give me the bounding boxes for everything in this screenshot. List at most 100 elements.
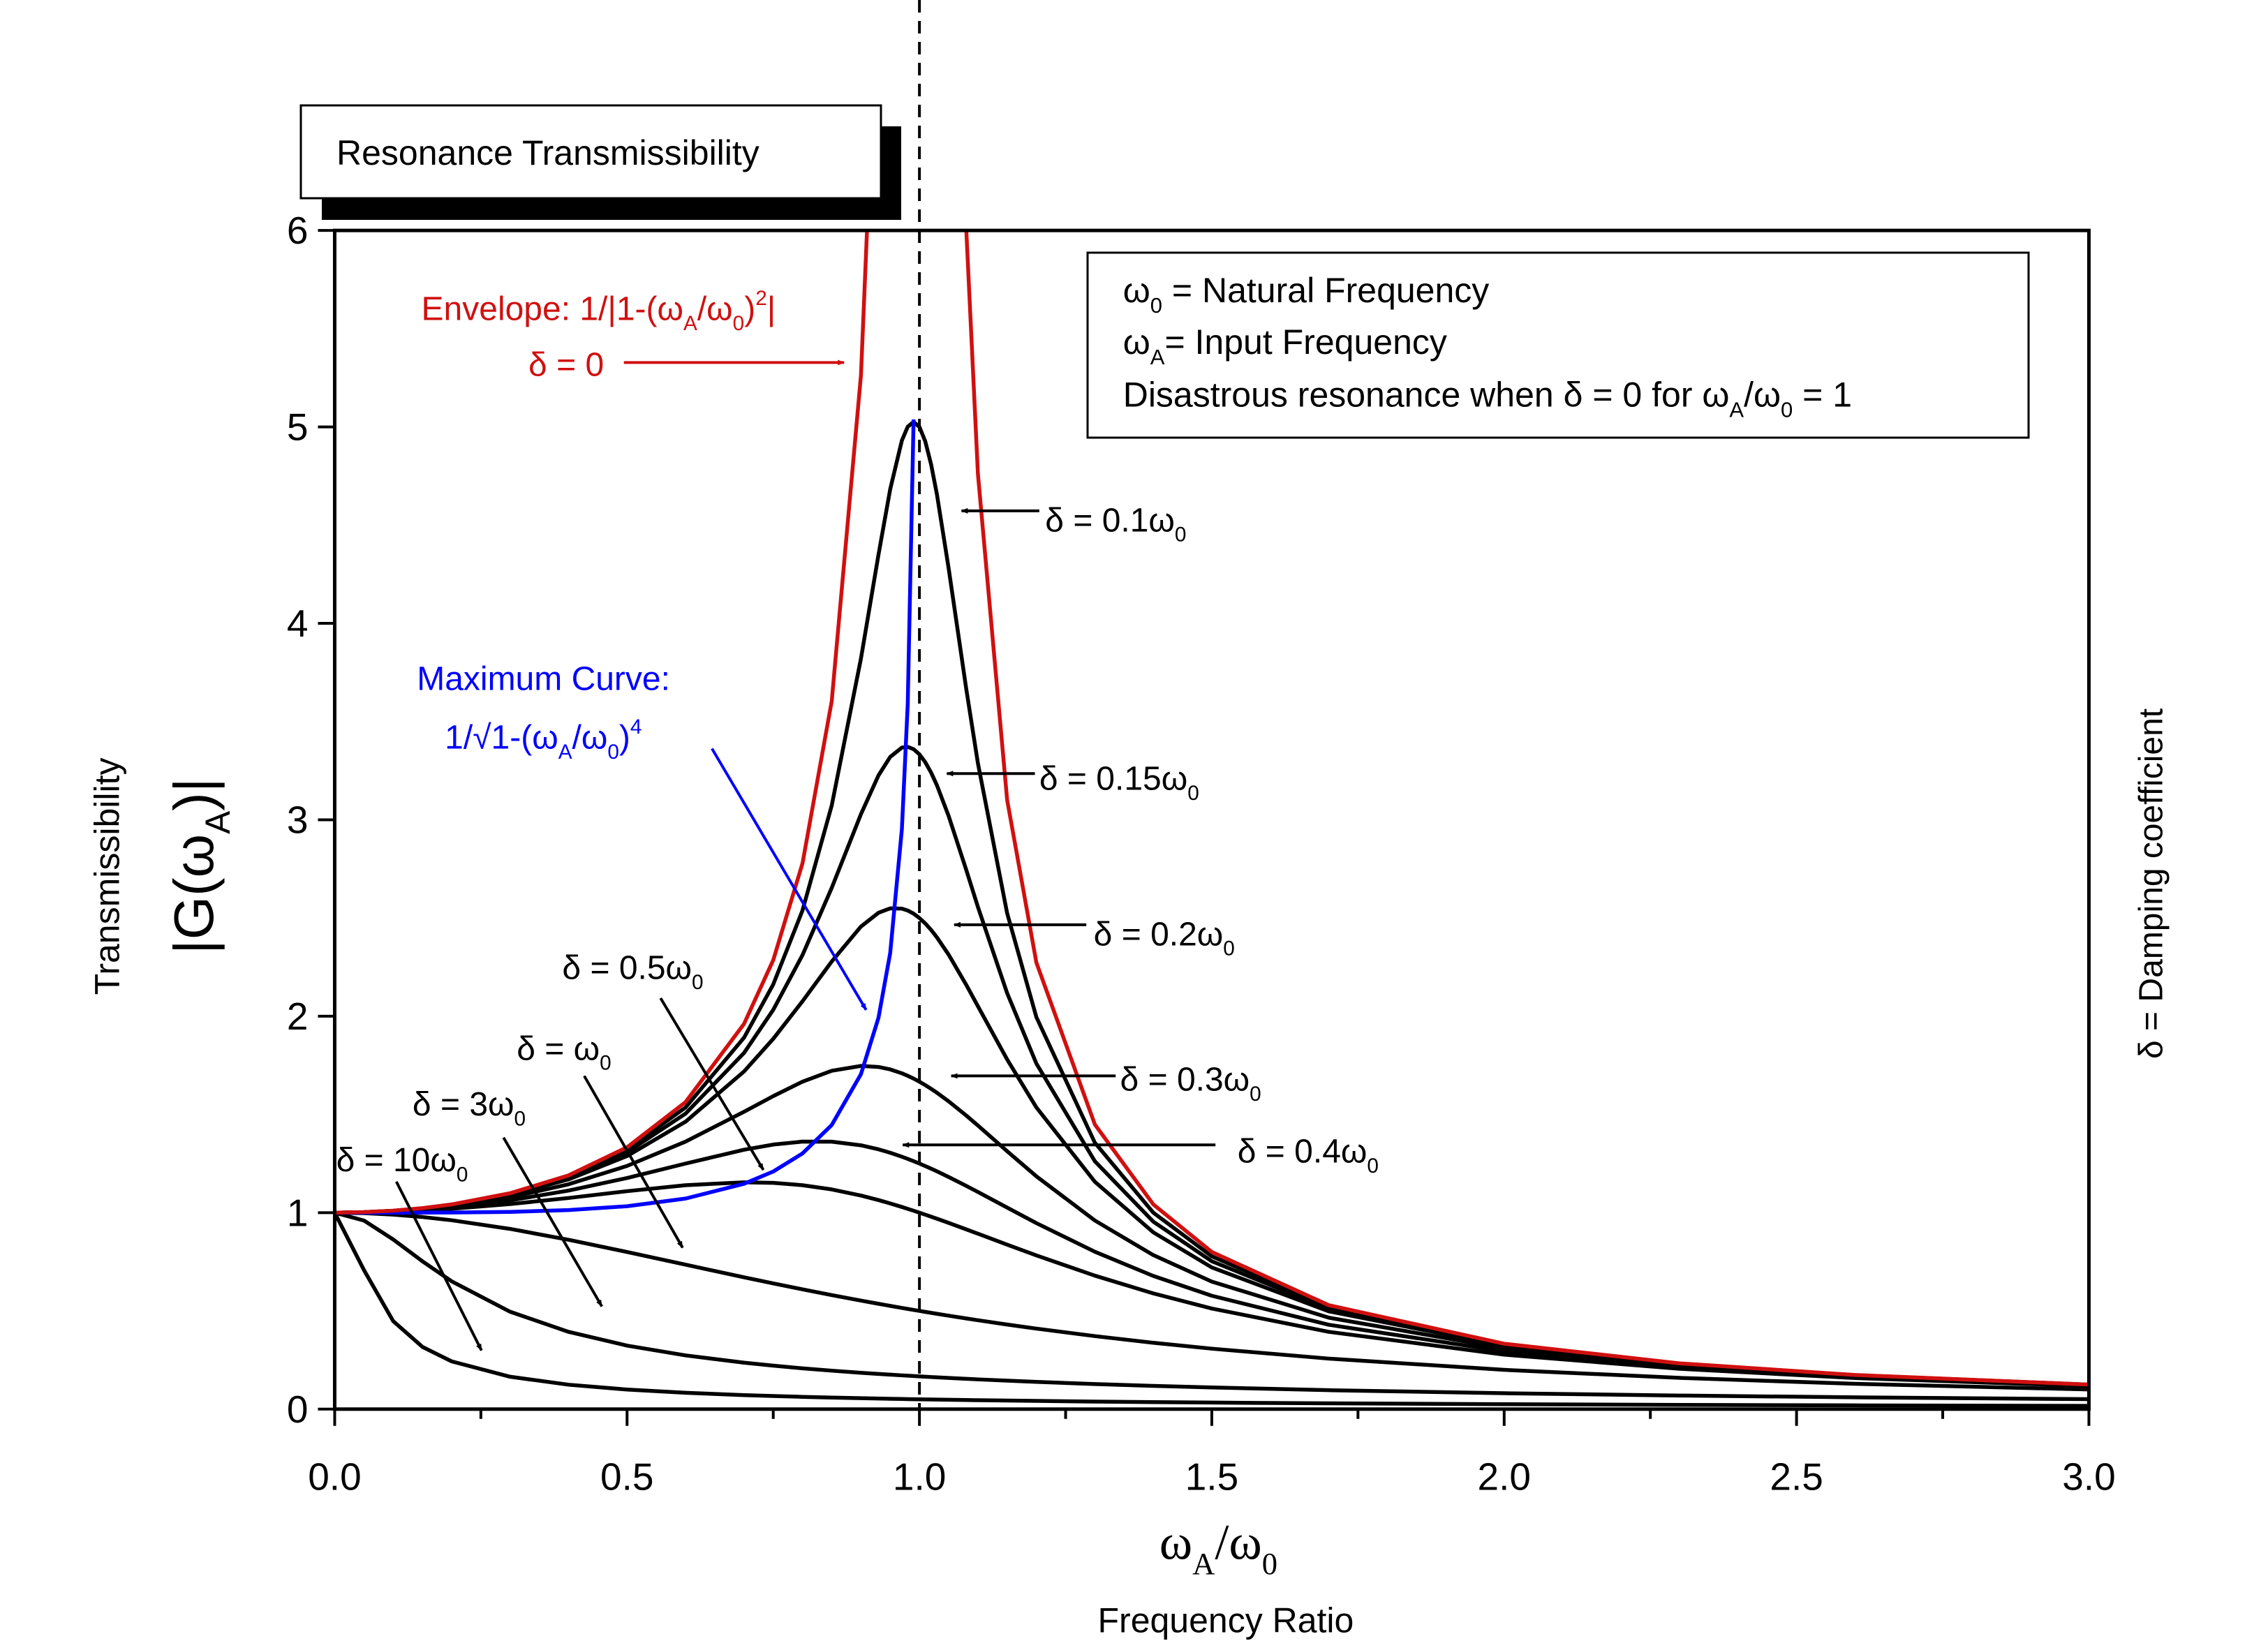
annotation-arrow xyxy=(659,997,765,1171)
y-tick-label: 0 xyxy=(287,1388,309,1431)
x-tick-label: 1.0 xyxy=(893,1455,946,1498)
x-tick-label: 2.0 xyxy=(1478,1455,1531,1498)
annotation: δ = 0.4ω0 xyxy=(1238,1134,1379,1178)
text-run: Disastrous resonance when δ = 0 for ω xyxy=(1123,376,1730,415)
chart-title: Resonance Transmissibility xyxy=(336,133,759,172)
annotation: δ = 0 xyxy=(528,346,604,383)
series-line xyxy=(334,1212,2089,1408)
x-tick-label: 1.5 xyxy=(1185,1455,1238,1498)
text-run: )| xyxy=(163,778,225,810)
text-run: A xyxy=(558,741,572,764)
text-run: ω xyxy=(1123,271,1150,310)
annotation: δ = 0.5ω0 xyxy=(562,950,703,994)
text-run: ) xyxy=(744,290,755,327)
x-tick-label: 0.0 xyxy=(308,1455,361,1498)
annotation-arrow xyxy=(711,748,868,1011)
text-run: δ = 0.2ω xyxy=(1094,916,1224,953)
text-run: ) xyxy=(619,719,630,756)
annotation: δ = 0.3ω0 xyxy=(1120,1061,1261,1105)
series-line xyxy=(334,230,2089,1387)
text-run: | xyxy=(767,290,776,327)
text-run: A xyxy=(1150,345,1165,369)
right-label: δ = Damping coefficient xyxy=(2133,708,2170,1059)
x-tick-label: 0.5 xyxy=(600,1455,653,1498)
x-axis-sublabel: Frequency Ratio xyxy=(1098,1601,1354,1640)
text-run: 0 xyxy=(457,1164,468,1187)
annotation: Maximum Curve: xyxy=(417,660,670,697)
series-line xyxy=(334,906,2089,1387)
text-run: 2 xyxy=(755,287,767,310)
text-run: 1/√1-(ω xyxy=(445,719,558,756)
annotation: 1/√1-(ωA/ω0)4 xyxy=(445,715,642,764)
text-run: ω xyxy=(1123,322,1150,362)
text-run: 0 xyxy=(1781,398,1793,422)
text-run: 4 xyxy=(630,715,642,738)
text-run: ω xyxy=(1159,1514,1192,1570)
text-run: 0 xyxy=(607,741,619,764)
title-box xyxy=(299,104,882,200)
text-run: 0 xyxy=(1223,937,1235,960)
text-run: /ω xyxy=(697,290,733,327)
y-tick-label: 4 xyxy=(287,602,309,645)
series-line xyxy=(334,1210,2089,1392)
series-line xyxy=(334,419,2089,1387)
text-run: 0 xyxy=(1175,524,1187,547)
x-tick-label: 2.5 xyxy=(1770,1455,1823,1498)
text-run: δ = 0.5ω xyxy=(562,950,692,987)
series-line xyxy=(334,1064,2089,1388)
annotation: δ = ω0 xyxy=(517,1030,611,1074)
text-run: δ = 0 xyxy=(528,346,604,383)
text-run: 0 xyxy=(1262,1546,1277,1581)
text-run: δ = 0.15ω xyxy=(1039,760,1187,797)
text-run: 0 xyxy=(1367,1154,1379,1178)
text-run: 0 xyxy=(514,1108,526,1131)
text-run: = Natural Frequency xyxy=(1162,271,1489,310)
text-run: /ω xyxy=(572,719,608,756)
text-run: δ = 0.4ω xyxy=(1238,1134,1368,1171)
y-tick-label: 3 xyxy=(287,798,309,841)
text-run: 0 xyxy=(600,1052,612,1075)
annotation: δ = 0.15ω0 xyxy=(1039,760,1199,804)
annotation: δ = 3ω0 xyxy=(413,1086,526,1130)
annotation: δ = 0.2ω0 xyxy=(1094,916,1235,960)
text-run: 0 xyxy=(692,971,704,994)
text-run: Envelope: 1/|1-(ω xyxy=(422,290,683,327)
text-run: A xyxy=(198,811,237,834)
text-run: 0 xyxy=(1187,782,1199,805)
text-run: 0 xyxy=(733,312,745,335)
annotation: δ = 0.1ω0 xyxy=(1045,502,1186,546)
y-tick-label: 2 xyxy=(287,995,309,1038)
text-run: Maximum Curve: xyxy=(417,660,670,697)
text-run: δ = 3ω xyxy=(413,1086,514,1123)
y-tick-label: 1 xyxy=(287,1191,309,1234)
legend-box xyxy=(1086,251,2030,439)
x-tick-label: 3.0 xyxy=(2062,1455,2115,1498)
text-run: A xyxy=(683,312,697,335)
text-run: = 1 xyxy=(1793,376,1852,415)
legend-note: Disastrous resonance when δ = 0 for ωA/ω… xyxy=(1123,376,1852,422)
annotation-arrow xyxy=(502,1136,603,1307)
text-run: |G(ω xyxy=(163,834,225,954)
series-line xyxy=(334,1139,2089,1388)
text-run: δ = 10ω xyxy=(336,1142,457,1179)
series-line xyxy=(334,1180,2089,1388)
text-run: δ = 0.1ω xyxy=(1045,502,1175,539)
text-run: A xyxy=(1192,1546,1215,1581)
text-run: 0 xyxy=(1150,293,1162,318)
annotation-arrow xyxy=(583,1075,684,1249)
y-axis-label: Transmissibility xyxy=(87,758,126,995)
text-run: 0 xyxy=(1250,1083,1261,1106)
x-axis-label: ωA/ω0 xyxy=(1159,1514,1277,1581)
legend-note: ω0 = Natural Frequency xyxy=(1123,271,1490,318)
text-run: δ = ω xyxy=(517,1030,600,1067)
plot-series xyxy=(334,230,2089,1408)
y-tick-label: 6 xyxy=(287,209,309,252)
text-run: δ = 0.3ω xyxy=(1120,1061,1250,1098)
annotation: δ = 10ω0 xyxy=(336,1142,468,1186)
y-tick-label: 5 xyxy=(287,406,309,449)
text-run: = Input Frequency xyxy=(1164,322,1446,362)
annotation: Envelope: 1/|1-(ωA/ω0)2| xyxy=(422,287,776,335)
y-axis-label-main: |G(ωA)| xyxy=(163,778,237,954)
